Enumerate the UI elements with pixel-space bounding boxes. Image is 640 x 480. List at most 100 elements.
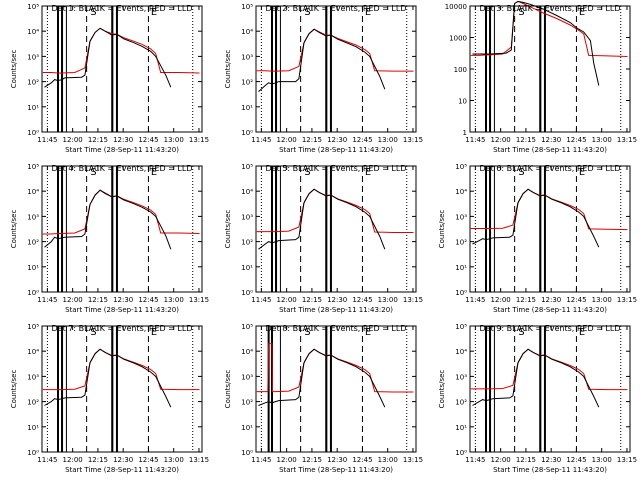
- marker-label-e: E: [151, 327, 157, 338]
- panel-title: Det 2: BLACK = Events, RED = LLD: [266, 4, 407, 13]
- x-tick-label: 12:45: [352, 296, 372, 304]
- y-tick-label: 100: [454, 66, 467, 74]
- y-tick-label: 10⁴: [455, 348, 467, 356]
- y-tick-label: 10⁴: [27, 188, 39, 196]
- x-tick-label: 12:45: [566, 136, 586, 144]
- y-axis-label: Counts/sec: [10, 50, 18, 89]
- x-tick-label: 11:45: [37, 456, 57, 464]
- panel-title: Det 7: BLACK = Events, RED = LLD: [52, 324, 193, 333]
- y-axis-label: Counts/sec: [10, 370, 18, 409]
- x-tick-label: 11:45: [37, 136, 57, 144]
- marker-label-s: S: [90, 7, 96, 18]
- x-tick-label: 12:15: [302, 456, 322, 464]
- y-tick-label: 10⁰: [27, 129, 39, 137]
- y-tick-label: 10²: [27, 239, 39, 247]
- marker-label-s: S: [304, 327, 310, 338]
- x-tick-label: 12:15: [88, 296, 108, 304]
- y-tick-label: 10¹: [241, 424, 253, 432]
- series-events-line: [472, 188, 600, 248]
- x-axis-label: Start Time (28-Sep-11 11:43:20): [493, 146, 607, 154]
- y-tick-label: 1000: [449, 35, 467, 43]
- y-tick-label: 10⁴: [241, 348, 253, 356]
- y-tick-label: 10⁵: [455, 323, 467, 331]
- y-tick-label: 10⁵: [241, 3, 253, 11]
- y-tick-label: 10⁵: [241, 163, 253, 171]
- x-tick-label: 12:15: [88, 136, 108, 144]
- y-tick-label: 10000: [445, 3, 467, 11]
- x-tick-label: 13:15: [617, 136, 637, 144]
- series-events-line: [258, 28, 386, 92]
- panel-title: Det 5: BLACK = Events, RED = LLD: [266, 164, 407, 173]
- marker-label-e: E: [579, 327, 585, 338]
- x-tick-label: 11:45: [465, 136, 485, 144]
- y-tick-label: 10³: [27, 373, 39, 381]
- y-tick-label: 10⁵: [27, 163, 39, 171]
- y-axis-label: Counts/sec: [438, 370, 446, 409]
- y-tick-label: 10¹: [241, 264, 253, 272]
- x-tick-label: 12:15: [516, 136, 536, 144]
- x-tick-label: 13:00: [592, 136, 612, 144]
- series-events-line: [44, 27, 172, 88]
- x-axis-label: Start Time (28-Sep-11 11:43:20): [279, 306, 393, 314]
- y-tick-label: 10¹: [455, 424, 467, 432]
- x-tick-label: 12:30: [327, 296, 347, 304]
- x-tick-label: 12:30: [327, 136, 347, 144]
- x-tick-label: 12:00: [491, 296, 511, 304]
- x-axis-label: Start Time (28-Sep-11 11:43:20): [279, 146, 393, 154]
- y-tick-label: 10¹: [455, 264, 467, 272]
- x-tick-label: 13:15: [189, 136, 209, 144]
- x-tick-label: 12:45: [138, 136, 158, 144]
- x-tick-label: 12:00: [491, 456, 511, 464]
- y-tick-label: 10⁵: [455, 163, 467, 171]
- plot-frame: [255, 325, 417, 453]
- y-tick-label: 10¹: [27, 264, 39, 272]
- y-tick-label: 10⁵: [27, 323, 39, 331]
- series-lld-line: [470, 0, 628, 57]
- y-axis-label: Counts/sec: [224, 370, 232, 409]
- y-tick-label: 10⁴: [455, 188, 467, 196]
- x-tick-label: 12:45: [566, 456, 586, 464]
- x-tick-label: 12:45: [352, 456, 372, 464]
- x-tick-label: 12:30: [113, 296, 133, 304]
- marker-label-s: S: [304, 7, 310, 18]
- x-tick-label: 13:00: [592, 456, 612, 464]
- series-lld-line: [256, 28, 414, 72]
- y-tick-label: 10⁰: [241, 129, 253, 137]
- x-tick-label: 11:45: [251, 296, 271, 304]
- marker-label-e: E: [579, 7, 585, 18]
- x-tick-label: 11:45: [251, 136, 271, 144]
- x-tick-label: 13:00: [592, 296, 612, 304]
- x-tick-label: 13:15: [403, 296, 423, 304]
- panel-title: Det 9: BLACK = Events, RED = LLD: [480, 324, 621, 333]
- marker-label-e: E: [365, 7, 371, 18]
- marker-label-e: E: [579, 167, 585, 178]
- x-tick-label: 12:30: [541, 136, 561, 144]
- y-tick-label: 10²: [241, 239, 253, 247]
- y-tick-label: 10³: [27, 213, 39, 221]
- series-lld-line: [42, 27, 200, 74]
- plot-frame: [255, 5, 417, 133]
- x-tick-label: 12:30: [327, 456, 347, 464]
- marker-label-e: E: [365, 167, 371, 178]
- y-tick-label: 10¹: [27, 104, 39, 112]
- x-tick-label: 11:45: [251, 456, 271, 464]
- y-tick-label: 10³: [455, 373, 467, 381]
- x-tick-label: 12:45: [138, 296, 158, 304]
- y-tick-label: 10³: [241, 373, 253, 381]
- y-tick-label: 10¹: [27, 424, 39, 432]
- series-events-line: [44, 348, 172, 408]
- x-tick-label: 12:00: [277, 456, 297, 464]
- plot-frame: [469, 325, 631, 453]
- panel-title: Det 8: BLACK = Events, RED = LLD: [266, 324, 407, 333]
- x-tick-label: 13:15: [617, 296, 637, 304]
- x-tick-label: 12:30: [541, 296, 561, 304]
- y-axis-label: Counts/sec: [438, 210, 446, 249]
- x-axis-label: Start Time (28-Sep-11 11:43:20): [65, 146, 179, 154]
- panel-title: Det 1: BLACK = Events, RED = LLD: [52, 4, 193, 13]
- marker-label-s: S: [304, 167, 310, 178]
